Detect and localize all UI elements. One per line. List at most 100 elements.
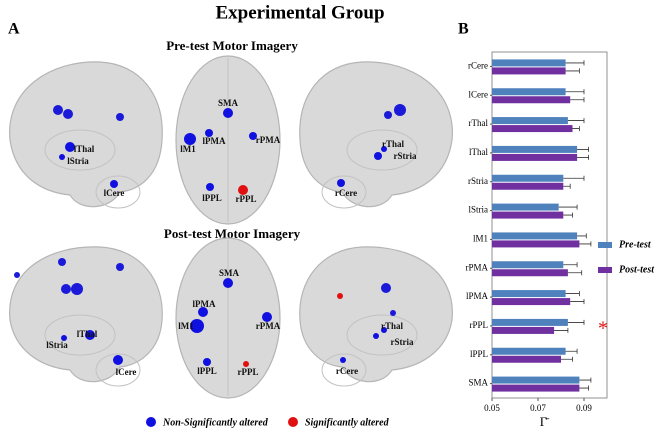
error-bar xyxy=(567,270,583,276)
error-bar xyxy=(565,291,580,297)
bar xyxy=(492,67,566,75)
brain-node xyxy=(206,183,214,191)
brain-node xyxy=(184,133,196,145)
plot-frame xyxy=(491,51,608,399)
bar xyxy=(492,203,559,211)
brain-node xyxy=(85,330,95,340)
node-label: lPPL xyxy=(197,366,217,376)
error-bar xyxy=(563,212,573,218)
error-bar xyxy=(563,175,585,181)
error-bar xyxy=(565,348,578,354)
node-label: rPPL xyxy=(236,194,257,204)
node-label: lPMA xyxy=(193,299,216,309)
bar xyxy=(492,125,573,133)
node-label: rCere xyxy=(335,188,357,198)
brain-node xyxy=(374,152,382,160)
node-label: lThal xyxy=(74,144,95,154)
brain-node xyxy=(373,333,379,339)
bar xyxy=(492,269,568,277)
panel-label: B xyxy=(458,21,469,38)
bar xyxy=(492,182,564,190)
error-bar xyxy=(570,97,585,103)
brain-node xyxy=(340,357,346,363)
error-bar xyxy=(579,377,592,383)
brain-node xyxy=(59,154,65,160)
error-bar xyxy=(563,183,571,189)
node-label: lCere xyxy=(116,367,137,377)
legend-label: Significantly altered xyxy=(305,417,390,428)
error-bar xyxy=(563,262,578,268)
node-label: SMA xyxy=(219,268,240,278)
error-bar xyxy=(579,241,592,247)
error-bar xyxy=(567,319,585,325)
error-bar xyxy=(558,204,578,210)
node-label: lM1 xyxy=(180,144,196,154)
y-tick-label: SMA xyxy=(468,378,488,388)
node-label: rPMA xyxy=(256,321,281,331)
bar xyxy=(492,326,555,334)
legend-label: Non-Significantly altered xyxy=(162,417,269,428)
error-bar xyxy=(577,154,589,160)
bar xyxy=(492,96,571,104)
bar xyxy=(492,290,566,298)
legend-marker xyxy=(146,417,156,427)
node-label: rCere xyxy=(336,366,358,376)
error-bar xyxy=(572,126,580,132)
bar xyxy=(492,298,571,306)
legend-label: Pre-test xyxy=(619,239,652,250)
error-bar xyxy=(567,118,585,124)
panel-label: A xyxy=(8,21,20,38)
y-tick-label: rPMA xyxy=(465,262,488,272)
legend-swatch xyxy=(598,242,612,248)
y-tick-label: lThal xyxy=(469,147,488,157)
legend-label: Post-test xyxy=(619,264,655,275)
y-tick-label: rCere xyxy=(468,60,488,70)
brain-node xyxy=(205,129,213,137)
node-label: lStria xyxy=(46,340,68,350)
brain-node xyxy=(65,142,75,152)
brain-row xyxy=(9,55,453,225)
node-label: lCere xyxy=(104,188,125,198)
node-label: lStria xyxy=(67,156,89,166)
bar xyxy=(492,153,578,161)
brain-node xyxy=(381,327,387,333)
node-label: rThal xyxy=(382,139,405,149)
brain-node xyxy=(223,108,233,118)
brain-images xyxy=(9,55,453,399)
brain-row xyxy=(9,237,453,399)
node-label: rPMA xyxy=(256,135,281,145)
y-tick-label: lCere xyxy=(469,89,489,99)
brain-node xyxy=(238,185,248,195)
x-tick-label: 0.09 xyxy=(576,403,592,413)
brain-node xyxy=(262,312,272,322)
error-bar xyxy=(577,146,589,152)
error-bar xyxy=(577,233,587,239)
significance-marker: * xyxy=(598,318,608,340)
node-label: lThal xyxy=(77,329,98,339)
error-bar xyxy=(565,89,585,95)
node-label: rPPL xyxy=(238,367,259,377)
y-tick-label: rStria xyxy=(468,176,488,186)
error-bar xyxy=(579,385,589,391)
node-label: rStria xyxy=(391,337,414,347)
y-tick-label: lStria xyxy=(469,205,489,215)
y-tick-label: rThal xyxy=(469,118,489,128)
error-bar xyxy=(554,327,569,333)
row-title: Pre-test Motor Imagery xyxy=(166,38,298,53)
brain-node xyxy=(190,319,204,333)
brain-node xyxy=(243,361,249,367)
brain-node xyxy=(198,307,208,317)
bar xyxy=(492,88,566,96)
brain-node xyxy=(249,132,257,140)
brain-node xyxy=(203,358,211,366)
node-label: SMA xyxy=(218,98,239,108)
brain-node xyxy=(337,179,345,187)
brain-node xyxy=(61,335,67,341)
legend-marker xyxy=(288,417,298,427)
bar xyxy=(492,211,564,219)
bar xyxy=(492,59,566,67)
brain-node xyxy=(381,146,387,152)
error-bar xyxy=(565,68,580,74)
bar xyxy=(492,240,580,248)
